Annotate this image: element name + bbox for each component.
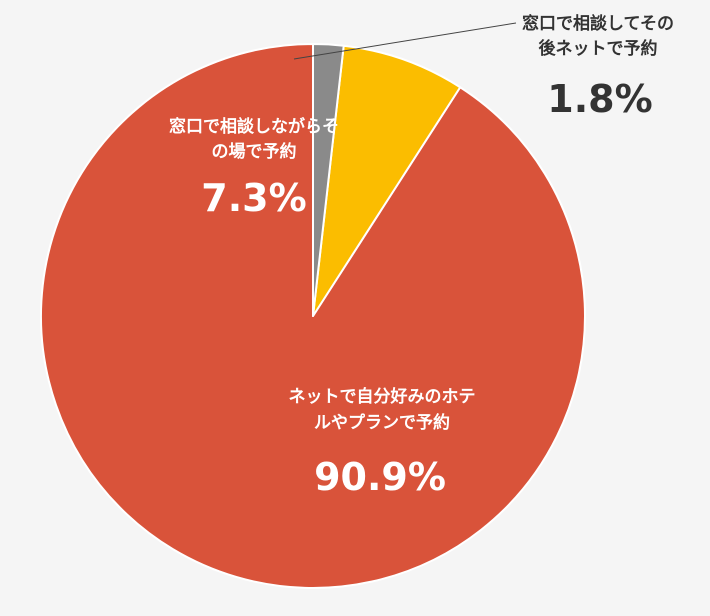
slice-value-label-0: 90.9% — [314, 455, 446, 499]
pie-slice-1 — [312, 44, 462, 317]
leader-line — [293, 22, 517, 60]
slice-label-0-line-0: ネットで自分好みのホテ — [289, 386, 476, 407]
pie-slice-2 — [312, 43, 345, 317]
slice-label-1-line-0: 窓口で相談しながらそ — [169, 116, 339, 137]
slice-label-2-line-1: 後ネットで予約 — [539, 38, 658, 59]
slice-value-label-1: 7.3% — [201, 176, 306, 220]
slice-label-2-line-0: 窓口で相談してその — [522, 13, 674, 34]
slice-value-label-2: 1.8% — [547, 77, 652, 121]
slice-label-1-line-1: の場で予約 — [212, 141, 297, 162]
slice-label-0-line-1: ルやプランで予約 — [314, 412, 450, 433]
